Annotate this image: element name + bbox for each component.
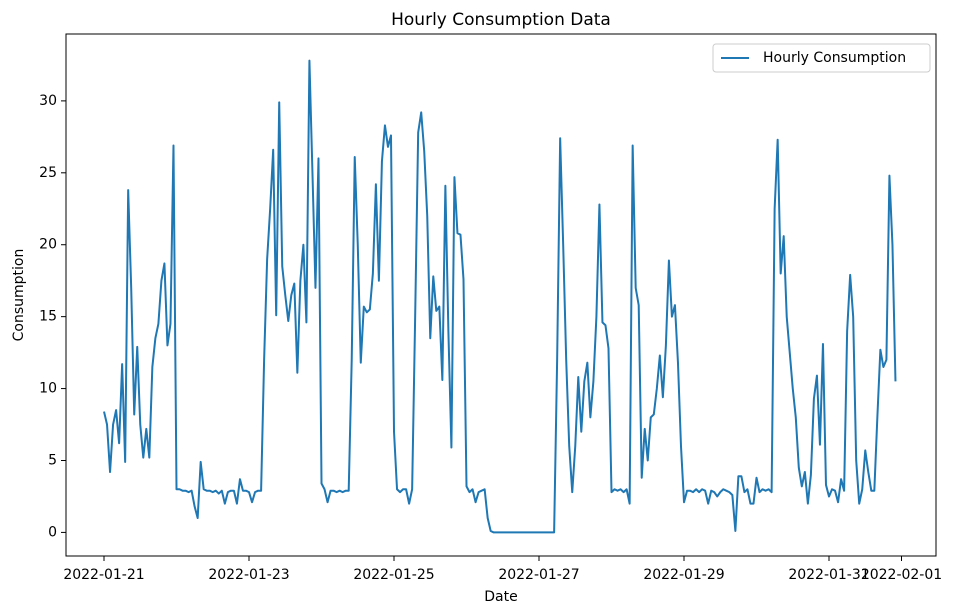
legend-box (712, 43, 931, 73)
legend-label: Hourly Consumption (763, 50, 906, 66)
x-tick-label: 2022-01-29 (643, 567, 724, 583)
y-tick-label: 30 (39, 93, 57, 109)
data-line (103, 59, 897, 534)
x-axis-label: Date (484, 589, 517, 605)
y-tick-label: 5 (48, 452, 57, 468)
x-tick-label: 2022-01-23 (208, 567, 289, 583)
x-tick-label: 2022-01-31 (788, 567, 869, 583)
x-tick-label: 2022-01-25 (353, 567, 434, 583)
y-axis-label: Consumption (11, 249, 27, 342)
x-tick-label: 2022-02-01 (861, 567, 942, 583)
plot-frame (65, 33, 937, 557)
y-tick-label: 25 (39, 165, 57, 181)
y-tick-label: 0 (48, 524, 57, 540)
chart-title: Hourly Consumption Data (391, 10, 611, 30)
x-tick-label: 2022-01-21 (63, 567, 144, 583)
x-tick-label: 2022-01-27 (498, 567, 579, 583)
y-tick-label: 15 (39, 309, 57, 325)
y-tick-label: 20 (39, 237, 57, 253)
y-tick-label: 10 (39, 381, 57, 397)
